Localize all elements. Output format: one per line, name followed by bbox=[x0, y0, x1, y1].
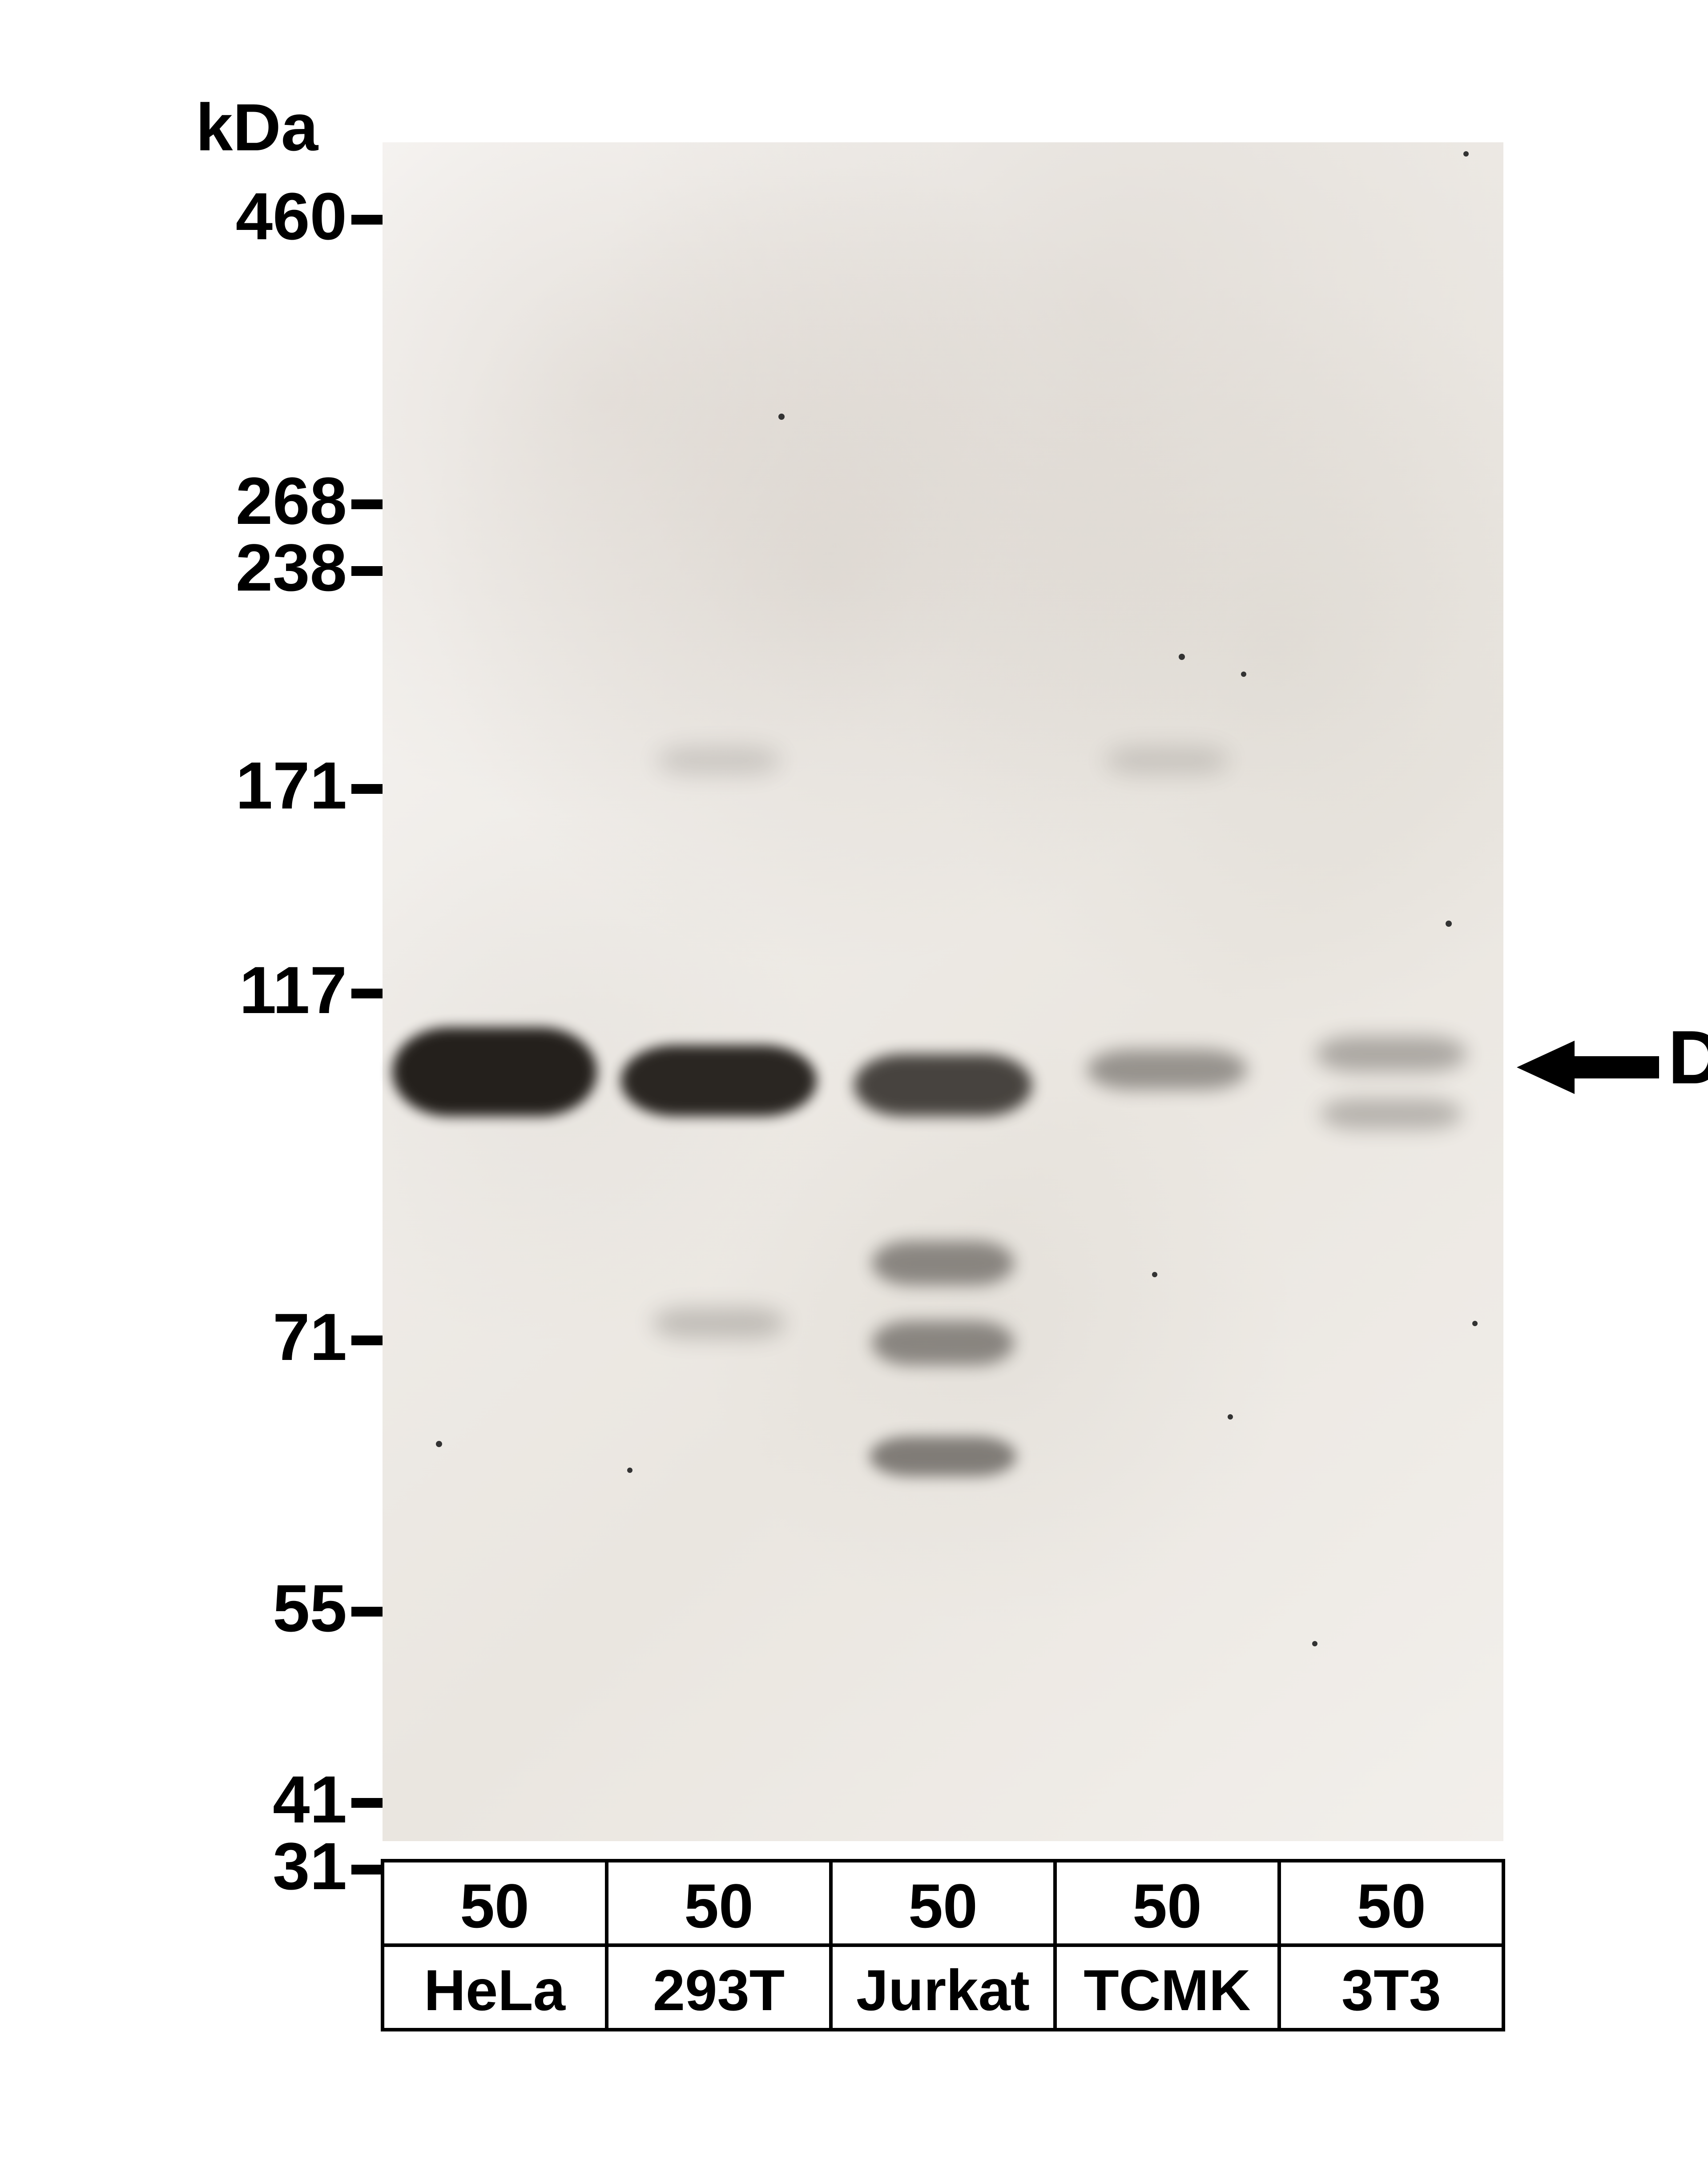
mw-tick bbox=[351, 1335, 383, 1345]
protein-band bbox=[392, 1027, 597, 1116]
mw-tick bbox=[351, 989, 383, 998]
arrow-shaft bbox=[1575, 1056, 1659, 1078]
lane-load-label: 50 bbox=[831, 1870, 1055, 1942]
target-band-arrow bbox=[1517, 1041, 1659, 1094]
blot-speck bbox=[627, 1468, 632, 1473]
blot-speck bbox=[1152, 1272, 1157, 1277]
table-hline bbox=[383, 2028, 1503, 2031]
protein-band bbox=[1320, 1098, 1462, 1130]
lane-load-label: 50 bbox=[1055, 1870, 1279, 1942]
protein-band bbox=[1105, 747, 1229, 774]
lane-name-label: 293T bbox=[607, 1957, 831, 2023]
mw-marker-31: 31 bbox=[205, 1828, 347, 1905]
blot-speck bbox=[436, 1441, 442, 1447]
protein-band bbox=[872, 1241, 1014, 1285]
lane-name-label: TCMK bbox=[1055, 1957, 1279, 2023]
blot-background-noise bbox=[383, 142, 1503, 1841]
blot-speck bbox=[1179, 654, 1185, 660]
lane-name-label: Jurkat bbox=[831, 1957, 1055, 2023]
mw-marker-268: 268 bbox=[205, 463, 347, 539]
mw-marker-41: 41 bbox=[205, 1761, 347, 1838]
lane-load-label: 50 bbox=[383, 1870, 607, 1942]
protein-band bbox=[1087, 1050, 1247, 1090]
mw-marker-117: 117 bbox=[205, 952, 347, 1029]
lane-name-label: 3T3 bbox=[1279, 1957, 1503, 2023]
mw-tick bbox=[351, 1607, 383, 1617]
protein-band bbox=[652, 1307, 786, 1339]
table-hline bbox=[383, 1859, 1503, 1862]
western-blot-figure: kDa 46026823817111771554131 50HeLa50293T… bbox=[147, 44, 1535, 2001]
protein-band bbox=[872, 1321, 1014, 1365]
protein-band bbox=[657, 747, 781, 774]
protein-band bbox=[621, 1045, 817, 1116]
protein-band bbox=[854, 1054, 1032, 1116]
mw-marker-238: 238 bbox=[205, 529, 347, 606]
table-hline bbox=[383, 1943, 1503, 1947]
blot-speck bbox=[1472, 1321, 1478, 1326]
mw-tick bbox=[351, 1865, 383, 1874]
blot-speck bbox=[1241, 672, 1246, 677]
blot-speck bbox=[1228, 1414, 1233, 1420]
mw-tick bbox=[351, 215, 383, 225]
mw-tick bbox=[351, 1798, 383, 1808]
lane-name-label: HeLa bbox=[383, 1957, 607, 2023]
blot-speck bbox=[778, 414, 785, 420]
protein-band bbox=[1316, 1036, 1467, 1072]
blot-speck bbox=[1446, 921, 1452, 927]
axis-unit-label: kDa bbox=[196, 89, 318, 166]
blot-speck bbox=[1312, 1641, 1317, 1646]
lane-load-label: 50 bbox=[1279, 1870, 1503, 1942]
blot-speck bbox=[1463, 151, 1469, 157]
mw-tick bbox=[351, 784, 383, 794]
lane-load-label: 50 bbox=[607, 1870, 831, 1942]
mw-tick bbox=[351, 499, 383, 509]
target-protein-label: DENTT bbox=[1668, 1014, 1708, 1101]
mw-tick bbox=[351, 566, 383, 576]
mw-marker-460: 460 bbox=[205, 178, 347, 255]
mw-marker-55: 55 bbox=[205, 1570, 347, 1647]
mw-marker-171: 171 bbox=[205, 747, 347, 824]
protein-band bbox=[870, 1436, 1016, 1476]
arrow-head-icon bbox=[1517, 1041, 1575, 1094]
blot-membrane bbox=[383, 142, 1503, 1841]
mw-marker-71: 71 bbox=[205, 1299, 347, 1376]
